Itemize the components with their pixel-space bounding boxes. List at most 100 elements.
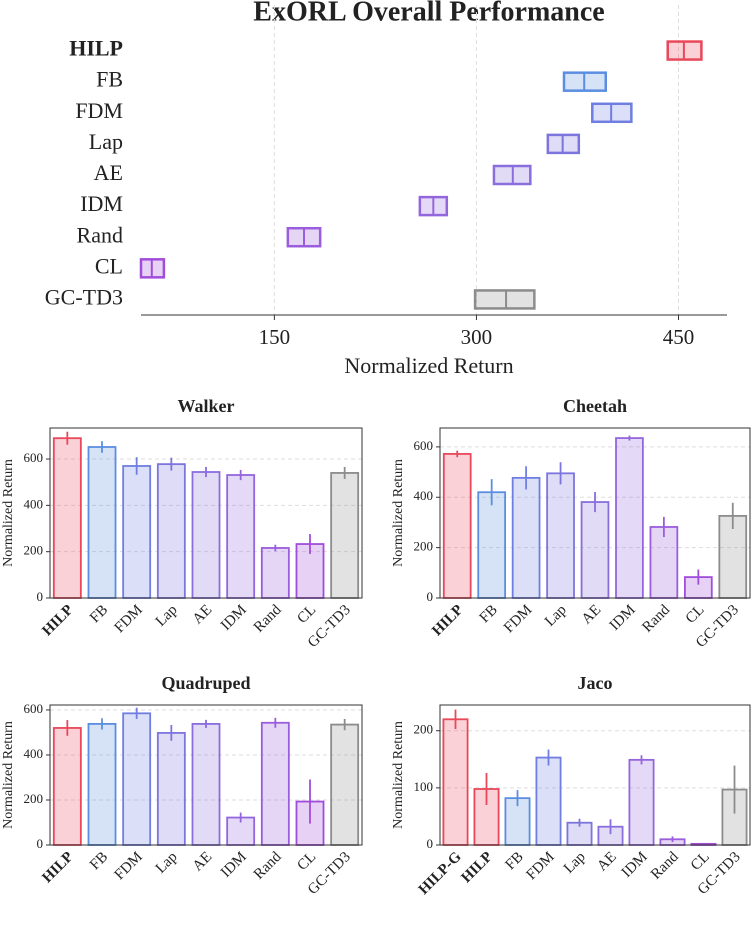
x-tick-label: CL	[688, 849, 713, 874]
bar	[122, 712, 152, 846]
x-tick-label: HILP	[459, 849, 496, 886]
bar	[330, 472, 360, 599]
x-tick-label: CL	[683, 602, 708, 627]
bar	[511, 476, 541, 599]
category-label: Lap	[89, 129, 123, 154]
x-tick-label: IDM	[619, 849, 651, 881]
bar	[330, 723, 360, 846]
y-axis-label: Normalized Return	[1, 459, 16, 567]
x-tick-label: FB	[87, 602, 111, 626]
bar	[580, 501, 610, 599]
y-tick-label: 0	[37, 589, 44, 604]
y-tick-label: 600	[414, 438, 434, 453]
bar	[442, 718, 469, 846]
bar	[535, 756, 562, 846]
category-label: GC-TD3	[45, 284, 123, 309]
x-tick-label: Rand	[251, 602, 285, 636]
y-tick-label: 600	[24, 450, 44, 465]
x-tick-label: FB	[502, 849, 526, 873]
x-tick-label: AE	[594, 849, 619, 874]
bar	[87, 446, 117, 599]
x-tick-label: Lap	[561, 849, 589, 877]
x-axis-label: Normalized Return	[344, 353, 513, 378]
chart-title: Cheetah	[563, 396, 627, 416]
x-tick-label: HILP	[429, 602, 466, 639]
plot-frame	[49, 704, 363, 846]
bar	[718, 514, 748, 599]
category-label: AE	[94, 160, 123, 185]
x-tick-label: IDM	[607, 602, 639, 634]
y-tick-label: 200	[24, 791, 44, 806]
category-label: FDM	[75, 98, 123, 123]
x-tick-label: FDM	[501, 602, 535, 636]
y-axis-label: Normalized Return	[1, 721, 16, 829]
y-tick-label: 0	[427, 589, 434, 604]
y-tick-label: 200	[414, 722, 434, 737]
x-tick-label: Rand	[639, 602, 673, 636]
bar	[122, 465, 152, 599]
x-tick-label: HILP	[39, 602, 76, 639]
chart-title: Walker	[178, 396, 235, 416]
x-tick-label: IDM	[218, 849, 250, 881]
x-tick-label: 450	[663, 325, 695, 349]
bar	[260, 547, 290, 599]
y-tick-label: 200	[414, 539, 434, 554]
chart-title: Jaco	[578, 673, 613, 693]
x-tick-label: Lap	[542, 602, 570, 630]
x-tick-label: Lap	[153, 849, 181, 877]
bar	[477, 491, 507, 599]
bar	[442, 453, 472, 599]
y-tick-label: 400	[24, 746, 44, 761]
bar	[191, 471, 221, 599]
y-tick-label: 400	[414, 488, 434, 503]
bar	[52, 437, 82, 599]
x-tick-label: FDM	[523, 849, 557, 883]
x-tick-label: FDM	[112, 849, 146, 883]
plot-frame	[439, 704, 751, 846]
plot-frame	[49, 427, 363, 599]
x-tick-label: FDM	[112, 602, 146, 636]
y-tick-label: 0	[37, 836, 44, 851]
category-label: HILP	[69, 36, 123, 61]
bar	[615, 437, 644, 599]
x-tick-label: Rand	[251, 849, 285, 883]
x-tick-label: 150	[259, 325, 291, 349]
x-tick-label: 300	[461, 325, 493, 349]
bar	[87, 723, 117, 846]
x-tick-label: IDM	[218, 602, 250, 634]
x-tick-label: AE	[579, 602, 604, 627]
bar	[649, 526, 679, 599]
bar	[191, 723, 221, 846]
x-tick-label: FB	[87, 849, 111, 873]
y-axis-label: Normalized Return	[391, 721, 406, 829]
chart-title: Quadruped	[161, 673, 250, 693]
y-tick-label: 200	[24, 543, 44, 558]
bar	[52, 727, 82, 846]
x-tick-label: AE	[190, 849, 215, 874]
bar	[628, 758, 655, 846]
x-tick-label: AE	[190, 602, 215, 627]
bar	[226, 474, 256, 599]
category-label: CL	[95, 253, 123, 278]
chart-title: ExORL Overall Performance	[253, 0, 604, 27]
y-tick-label: 400	[24, 496, 44, 511]
category-label: Rand	[77, 222, 123, 247]
x-tick-label: CL	[294, 849, 319, 874]
y-axis-label: Normalized Return	[391, 459, 406, 567]
x-tick-label: HILP	[39, 849, 76, 886]
bar	[156, 463, 186, 599]
category-label: FB	[96, 67, 123, 92]
y-tick-label: 600	[24, 701, 44, 716]
y-tick-label: 100	[414, 779, 434, 794]
bar	[546, 472, 575, 599]
x-tick-label: HILP-G	[416, 849, 465, 898]
plot-frame	[439, 427, 751, 599]
y-tick-label: 0	[427, 836, 434, 851]
interval-box	[473, 289, 536, 310]
bar	[156, 732, 186, 846]
x-tick-label: FB	[477, 602, 501, 626]
category-label: IDM	[80, 191, 123, 216]
bar	[260, 721, 290, 846]
x-tick-label: Lap	[153, 602, 181, 630]
